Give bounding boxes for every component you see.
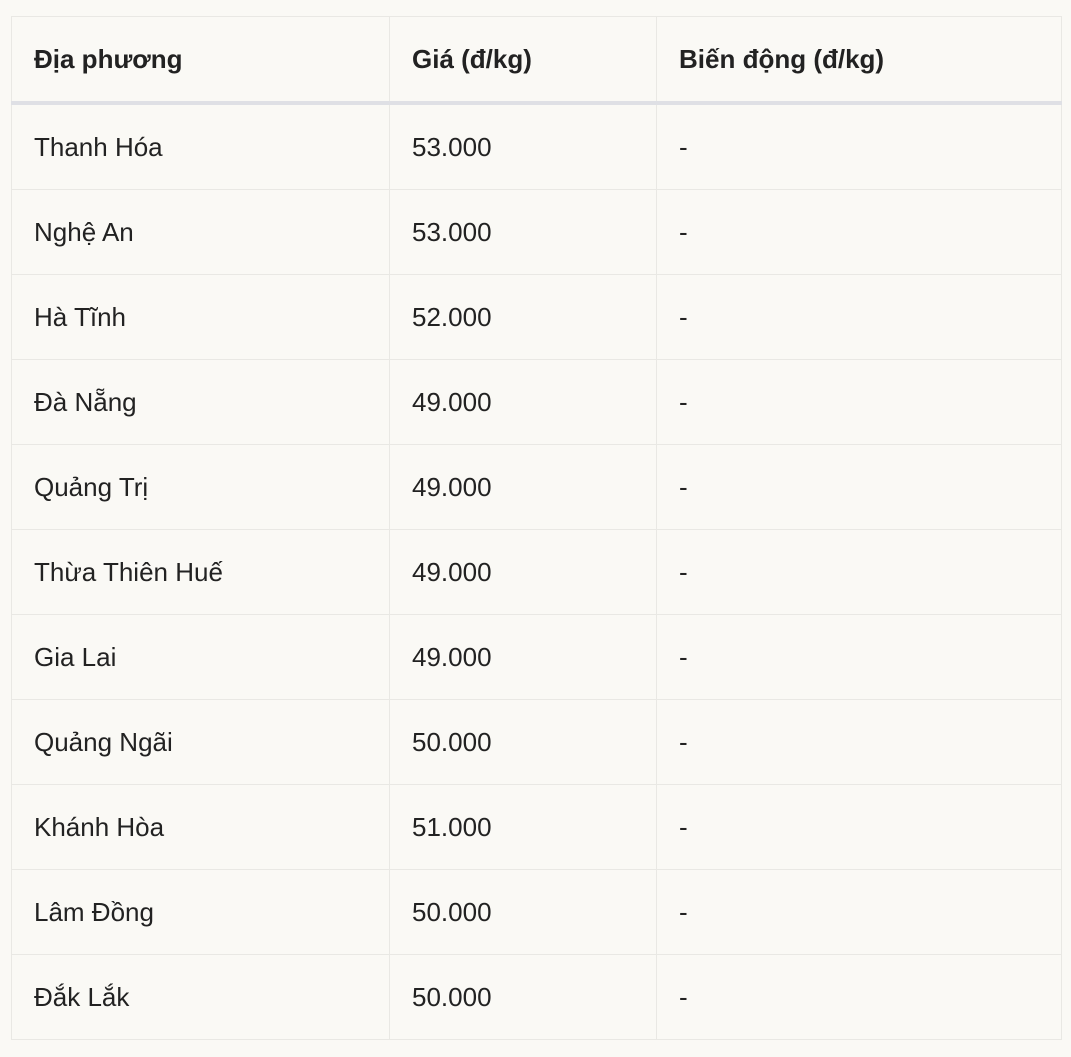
cell-locality: Quảng Ngãi (11, 699, 390, 785)
cell-locality: Đà Nẵng (11, 359, 390, 445)
cell-locality: Nghệ An (11, 189, 390, 275)
cell-change: - (656, 614, 1062, 700)
table-row: Nghệ An 53.000- (11, 189, 1062, 275)
table-row: Thừa Thiên Huế 49.000- (11, 529, 1062, 615)
table-row: Lâm Đồng 50.000- (11, 869, 1062, 955)
cell-price: 53.000 (389, 102, 657, 190)
cell-price: 49.000 (389, 614, 657, 700)
cell-price: 49.000 (389, 359, 657, 445)
price-table: Địa phương Giá (đ/kg) Biến động (đ/kg) T… (11, 16, 1062, 1040)
cell-price: 49.000 (389, 529, 657, 615)
cell-change: - (656, 699, 1062, 785)
header-price: Giá (đ/kg) (389, 16, 657, 105)
header-row: Địa phương Giá (đ/kg) Biến động (đ/kg) (11, 16, 1062, 105)
cell-change: - (656, 529, 1062, 615)
cell-price: 53.000 (389, 189, 657, 275)
table-row: Đà Nẵng 49.000- (11, 359, 1062, 445)
cell-price: 51.000 (389, 784, 657, 870)
cell-locality: Khánh Hòa (11, 784, 390, 870)
table-row: Quảng Ngãi 50.000- (11, 699, 1062, 785)
cell-locality: Hà Tĩnh (11, 274, 390, 360)
cell-locality: Quảng Trị (11, 444, 390, 530)
cell-change: - (656, 784, 1062, 870)
cell-price: 50.000 (389, 954, 657, 1040)
cell-locality: Thanh Hóa (11, 102, 390, 190)
cell-price: 50.000 (389, 869, 657, 955)
cell-locality: Lâm Đồng (11, 869, 390, 955)
cell-change: - (656, 869, 1062, 955)
cell-price: 52.000 (389, 274, 657, 360)
table-row: Quảng Trị 49.000- (11, 444, 1062, 530)
table-row: Đắk Lắk 50.000- (11, 954, 1062, 1040)
table-row: Thanh Hóa 53.000- (11, 102, 1062, 190)
cell-change: - (656, 189, 1062, 275)
cell-price: 50.000 (389, 699, 657, 785)
cell-locality: Đắk Lắk (11, 954, 390, 1040)
cell-locality: Thừa Thiên Huế (11, 529, 390, 615)
header-locality: Địa phương (11, 16, 390, 105)
cell-change: - (656, 102, 1062, 190)
cell-change: - (656, 954, 1062, 1040)
table-row: Hà Tĩnh 52.000- (11, 274, 1062, 360)
cell-change: - (656, 274, 1062, 360)
cell-change: - (656, 444, 1062, 530)
cell-locality: Gia Lai (11, 614, 390, 700)
cell-change: - (656, 359, 1062, 445)
table-row: Khánh Hòa 51.000- (11, 784, 1062, 870)
header-change: Biến động (đ/kg) (656, 16, 1062, 105)
table-row: Gia Lai 49.000- (11, 614, 1062, 700)
cell-price: 49.000 (389, 444, 657, 530)
